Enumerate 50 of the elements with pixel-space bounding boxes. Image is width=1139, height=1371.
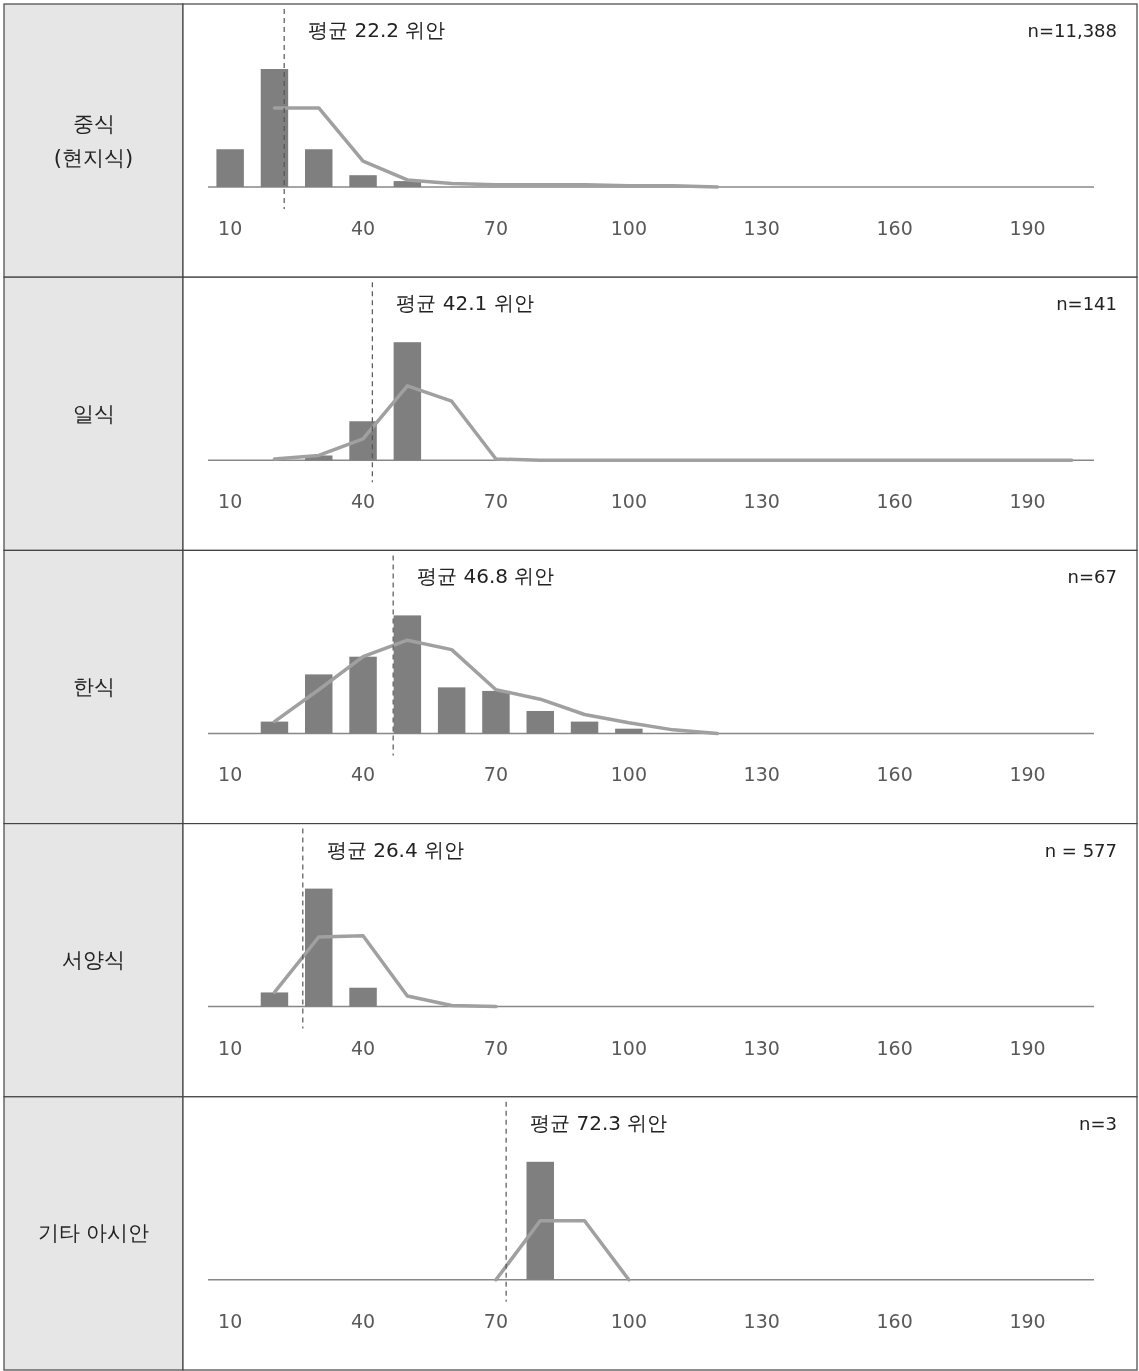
x-tick-label: 40 xyxy=(350,217,376,239)
ref-line-label: 평균 72.3 위안 xyxy=(530,1110,668,1135)
x-tick-label: 130 xyxy=(743,1036,780,1059)
x-tick-label: 190 xyxy=(1009,1309,1046,1332)
text: n = 577 xyxy=(1044,839,1117,861)
x-tick-label: 130 xyxy=(743,217,780,239)
x-tick-label: 70 xyxy=(483,1036,509,1059)
ref-line-label: 평균 42.1 위안 xyxy=(396,291,534,316)
x-tick-label: 10 xyxy=(218,763,243,786)
x-tick-label: 100 xyxy=(610,217,647,239)
x-tick-label: 100 xyxy=(610,1036,647,1059)
x-tick-label: 160 xyxy=(876,1036,913,1059)
text: 서양식 xyxy=(62,948,125,973)
text: n=141 xyxy=(1056,293,1117,315)
x-tick-label: 100 xyxy=(610,763,647,786)
x-tick-label: 40 xyxy=(350,490,376,513)
text: n=11,388 xyxy=(1027,20,1117,41)
text: n=3 xyxy=(1079,1112,1117,1134)
x-tick-label: 190 xyxy=(1009,490,1046,513)
x-tick-label: 160 xyxy=(876,490,913,513)
x-tick-label: 130 xyxy=(743,1309,780,1332)
ref-line-label: 평균 26.4 위안 xyxy=(326,837,465,862)
x-tick-label: 130 xyxy=(743,490,780,513)
x-tick-label: 70 xyxy=(483,490,509,513)
x-tick-label: 190 xyxy=(1009,1036,1046,1059)
x-tick-label: 130 xyxy=(743,763,780,786)
x-tick-label: 160 xyxy=(876,1309,913,1332)
text: n=67 xyxy=(1067,566,1117,588)
x-tick-label: 10 xyxy=(218,1309,243,1332)
x-tick-label: 10 xyxy=(218,1036,243,1059)
text: 일식 xyxy=(72,401,115,426)
ref-line-label: 평균 46.8 위안 xyxy=(417,564,555,589)
x-tick-label: 70 xyxy=(483,1309,509,1332)
text: 한식 xyxy=(72,675,115,699)
x-tick-label: 70 xyxy=(483,763,509,786)
ref-line-label: 평균 22.2 위안 xyxy=(308,18,446,42)
text: 기타 아시안 xyxy=(37,1221,150,1246)
x-tick-label: 100 xyxy=(610,1309,647,1332)
x-tick-label: 70 xyxy=(483,217,509,239)
x-tick-label: 190 xyxy=(1009,763,1046,786)
x-tick-label: 10 xyxy=(218,217,243,239)
x-tick-label: 40 xyxy=(350,1036,376,1059)
x-tick-label: 100 xyxy=(610,490,647,513)
text: 중식 (현지식) xyxy=(53,111,134,170)
x-tick-label: 40 xyxy=(350,763,376,786)
x-tick-label: 10 xyxy=(218,490,243,513)
x-tick-label: 160 xyxy=(876,217,913,239)
x-tick-label: 160 xyxy=(876,763,913,786)
x-tick-label: 40 xyxy=(350,1309,376,1332)
x-tick-label: 190 xyxy=(1009,217,1046,239)
